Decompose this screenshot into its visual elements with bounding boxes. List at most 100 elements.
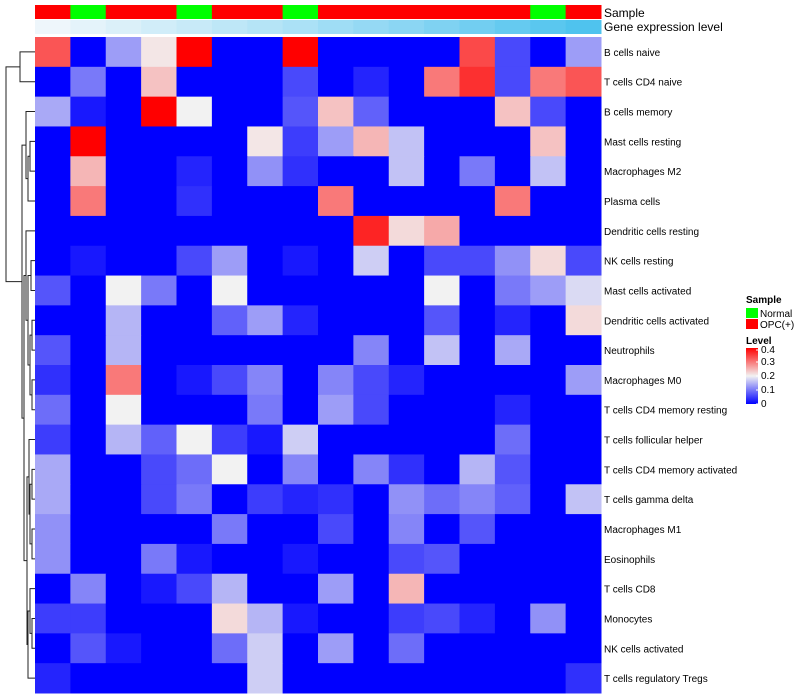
heatmap-cell (424, 37, 460, 68)
heatmap-cell (424, 156, 460, 187)
gene-level-annotation-bar (35, 20, 602, 34)
heatmap-cell (70, 603, 107, 634)
heatmap-cell (176, 514, 213, 545)
heatmap-cell (459, 514, 496, 545)
heatmap-cell (353, 663, 390, 694)
heatmap-cell (105, 305, 142, 336)
heatmap-cell (494, 305, 531, 336)
heatmap-cell (282, 514, 319, 545)
heatmap-cell (565, 335, 602, 366)
sample-annotation-cell (424, 5, 460, 19)
heatmap-cell (70, 186, 107, 217)
heatmap-cell (388, 335, 425, 366)
heatmap-cell (70, 66, 107, 98)
heatmap-cell (494, 156, 531, 187)
heatmap-cell (247, 394, 284, 426)
heatmap-cell (176, 424, 213, 455)
heatmap-cell (211, 424, 248, 455)
heatmap-cell (530, 454, 567, 485)
heatmap-cell (459, 394, 496, 426)
heatmap-cell (141, 305, 177, 336)
heatmap-cell (141, 663, 177, 694)
heatmap-cell (530, 573, 567, 605)
heatmap-cell (565, 424, 602, 455)
heatmap-cell (494, 275, 531, 306)
heatmap-cell (35, 603, 71, 634)
sample-annotation-cell (459, 5, 496, 19)
heatmap-cell (565, 543, 602, 575)
dendrogram-branch (30, 260, 35, 291)
heatmap-cell (176, 335, 213, 366)
legend-sample-swatch (746, 319, 758, 329)
heatmap-cell (35, 335, 71, 366)
heatmap-cell (424, 186, 460, 217)
heatmap-cell (353, 37, 390, 68)
heatmap-cell (530, 335, 567, 366)
heatmap-cell (459, 96, 496, 127)
heatmap-cell (211, 454, 248, 485)
heatmap-cell (318, 454, 354, 485)
heatmap-cell (35, 633, 71, 664)
heatmap-cell (318, 186, 354, 217)
heatmap-cell (530, 245, 567, 277)
heatmap-cell (141, 275, 177, 306)
heatmap-cell (247, 454, 284, 485)
heatmap-cell (282, 424, 319, 455)
heatmap-cell (530, 215, 567, 247)
heatmap-cell (105, 514, 142, 545)
heatmap-cell (424, 245, 460, 277)
heatmap-cell (70, 37, 107, 68)
heatmap-cell (530, 663, 567, 694)
sample-annotation-cell (353, 5, 390, 19)
heatmap-cell (35, 424, 71, 455)
heatmap-cell (141, 424, 177, 455)
heatmap-cell (141, 484, 177, 515)
heatmap-cell (494, 514, 531, 545)
legend-sample-swatch (746, 308, 758, 318)
heatmap-cell (494, 96, 531, 127)
heatmap-cell (211, 394, 248, 426)
heatmap-cell (353, 305, 390, 336)
heatmap-cell (530, 305, 567, 336)
heatmap-cell (424, 305, 460, 336)
legend-level-tick-label: 0 (761, 399, 767, 410)
heatmap-cell (35, 275, 71, 306)
heatmap-cell (282, 484, 319, 515)
heatmap-cell (105, 543, 142, 575)
legend-level-tick-label: 0.1 (761, 385, 775, 396)
heatmap-cell (282, 573, 319, 605)
heatmap-cell (353, 365, 390, 396)
heatmap-cell (318, 245, 354, 277)
heatmap-cell (388, 96, 425, 127)
row-label: B cells memory (604, 108, 672, 119)
heatmap-cell (70, 394, 107, 426)
heatmap-cell (424, 66, 460, 98)
heatmap-cell (494, 633, 531, 664)
heatmap-cell (105, 156, 142, 187)
heatmap-cell (247, 126, 284, 157)
heatmap-cell (459, 245, 496, 277)
heatmap-cell (141, 394, 177, 426)
heatmap-cell (105, 335, 142, 366)
heatmap-cell (459, 484, 496, 515)
heatmap-cell (459, 37, 496, 68)
heatmap-cell (565, 37, 602, 68)
heatmap-cell (459, 305, 496, 336)
heatmap-cell (141, 335, 177, 366)
heatmap-cell (565, 245, 602, 277)
heatmap-cell (353, 514, 390, 545)
heatmap-cell (282, 156, 319, 187)
heatmap-cell (565, 126, 602, 157)
heatmap-cell (530, 543, 567, 575)
heatmap-cell (176, 484, 213, 515)
gene-level-annotation-cell (353, 20, 390, 34)
sample-annotation-cell (35, 5, 71, 19)
sample-annotation-cell (247, 5, 284, 19)
row-label: Monocytes (604, 614, 652, 625)
heatmap-cell (565, 186, 602, 217)
heatmap-cell (494, 484, 531, 515)
heatmap-cell (353, 215, 390, 247)
heatmap-cell (459, 454, 496, 485)
heatmap-cell (247, 543, 284, 575)
row-dendrogram (5, 51, 35, 679)
